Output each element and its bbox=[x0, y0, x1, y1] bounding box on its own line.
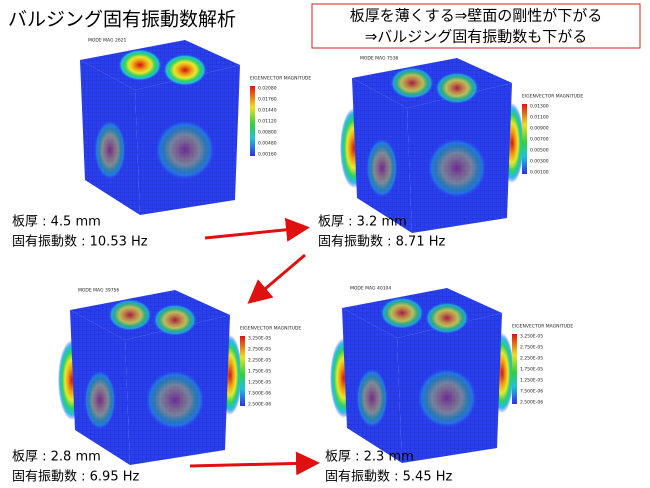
legend-value: 0.02080 bbox=[258, 86, 277, 92]
legend-value: 1.250E-05 bbox=[248, 380, 271, 386]
mode-header: MODE MAG 40104 bbox=[350, 286, 391, 292]
legend-value: 0.01760 bbox=[258, 97, 277, 103]
legend-value: 0.01440 bbox=[258, 108, 277, 114]
legend-value: 0.01300 bbox=[530, 104, 549, 110]
legend-bar bbox=[240, 336, 245, 406]
legend-value: 1.750E-05 bbox=[248, 369, 271, 375]
legend-bar bbox=[250, 86, 255, 156]
legend-title: EIGENVECTOR MAGNITUDE bbox=[240, 326, 301, 332]
mode-blob bbox=[153, 304, 197, 336]
arrow bbox=[204, 217, 310, 242]
arrow bbox=[247, 253, 306, 304]
legend-value: 2.250E-05 bbox=[248, 358, 271, 364]
mode-blob bbox=[108, 299, 152, 331]
frequency-label: 固有振動数 : 6.95 Hz bbox=[12, 470, 139, 485]
legend-bar bbox=[522, 104, 527, 174]
fem-panel: MODE MAG 39756 EIGENVECTOR MAGNITUDE 3.250… bbox=[58, 288, 301, 465]
legend-value: 2.250E-05 bbox=[520, 356, 543, 362]
arrow bbox=[189, 451, 320, 476]
legend-value: 0.00500 bbox=[530, 148, 549, 154]
legend-value: 0.01120 bbox=[258, 119, 277, 125]
fem-panel: MODE MAG 40104 EIGENVECTOR MAGNITUDE 3.250… bbox=[330, 286, 573, 463]
mode-blob bbox=[417, 368, 477, 428]
legend-value: 2.750E-05 bbox=[520, 345, 543, 351]
legend-value: 3.250E-05 bbox=[248, 336, 271, 342]
mode-header: MODE MAG 2621 bbox=[88, 38, 127, 44]
legend-value: 1.250E-05 bbox=[520, 378, 543, 384]
legend-value: 7.500E-06 bbox=[248, 391, 271, 397]
mode-blob bbox=[435, 72, 479, 104]
mode-blob bbox=[366, 138, 398, 198]
legend-value: 2.750E-05 bbox=[248, 347, 271, 353]
thickness-label: 板厚 : 3.2 mm bbox=[318, 215, 407, 230]
legend-value: 0.00700 bbox=[530, 137, 549, 143]
title: バルジング固有振動数解析 bbox=[8, 9, 236, 31]
note-line: ⇒バルジング固有振動数も下がる bbox=[365, 28, 588, 46]
legend-value: 0.00160 bbox=[258, 152, 277, 158]
legend-value: 1.750E-05 bbox=[520, 367, 543, 373]
note-line: 板厚を薄くする⇒壁面の剛性が下がる bbox=[350, 7, 603, 25]
mode-header: MODE MAG 39756 bbox=[78, 288, 119, 294]
legend-value: 0.00100 bbox=[530, 170, 549, 176]
frequency-label: 固有振動数 : 5.45 Hz bbox=[325, 470, 452, 485]
note-box bbox=[311, 3, 641, 49]
thickness-label: 板厚 : 4.5 mm bbox=[12, 215, 101, 230]
mode-blob bbox=[427, 138, 487, 198]
mode-blob bbox=[380, 297, 424, 329]
mode-blob bbox=[390, 67, 434, 99]
fem-panel: MODE MAG 2621 EIGENVECTOR MAGNITUDE 0.0208… bbox=[80, 38, 311, 215]
legend-value: 0.00900 bbox=[530, 126, 549, 132]
mode-blob bbox=[356, 368, 388, 428]
mode-blob bbox=[94, 120, 126, 180]
mode-blob bbox=[425, 302, 469, 334]
legend-value: 2.500E-06 bbox=[248, 402, 271, 408]
legend-title: EIGENVECTOR MAGNITUDE bbox=[250, 76, 311, 82]
legend-value: 0.00300 bbox=[530, 159, 549, 165]
frequency-label: 固有振動数 : 8.71 Hz bbox=[318, 235, 445, 250]
legend-value: 7.500E-06 bbox=[520, 389, 543, 395]
fem-panel: MODE MAG 7536 EIGENVECTOR MAGNITUDE 0.0130… bbox=[340, 56, 583, 233]
legend-title: EIGENVECTOR MAGNITUDE bbox=[522, 94, 583, 100]
legend-value: 0.01100 bbox=[530, 115, 549, 121]
mode-blob bbox=[118, 49, 162, 81]
legend-title: EIGENVECTOR MAGNITUDE bbox=[512, 324, 573, 330]
legend-value: 3.250E-05 bbox=[520, 334, 543, 340]
legend-value: 2.500E-06 bbox=[520, 400, 543, 406]
legend-bar bbox=[512, 334, 517, 404]
mode-blob bbox=[84, 370, 116, 430]
mode-blob bbox=[163, 54, 207, 86]
legend-value: 0.00800 bbox=[258, 130, 277, 136]
frequency-label: 固有振動数 : 10.53 Hz bbox=[12, 235, 148, 250]
thickness-label: 板厚 : 2.3 mm bbox=[325, 450, 414, 465]
mode-header: MODE MAG 7536 bbox=[360, 56, 399, 62]
mode-blob bbox=[145, 370, 205, 430]
mode-blob bbox=[155, 120, 215, 180]
thickness-label: 板厚 : 2.8 mm bbox=[12, 450, 101, 465]
legend-value: 0.00480 bbox=[258, 141, 277, 147]
